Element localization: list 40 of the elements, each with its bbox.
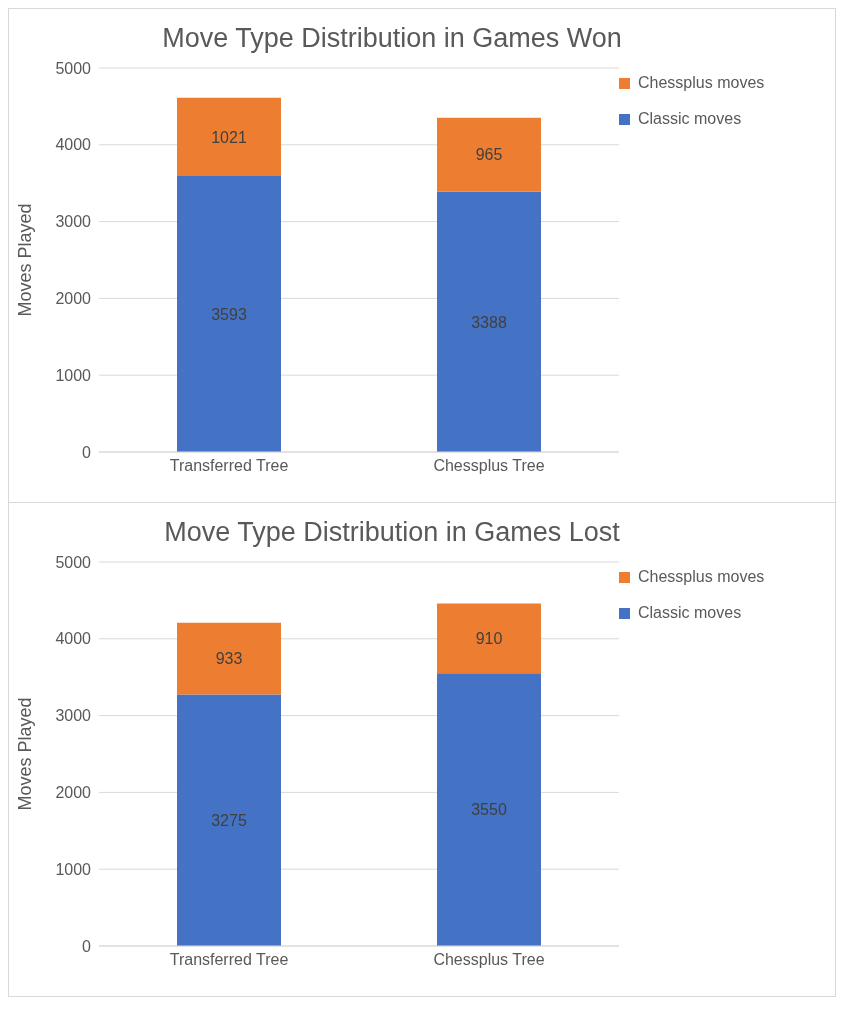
bar	[177, 694, 281, 946]
y-axis-title: Moves Played	[15, 697, 36, 811]
y-tick-label: 0	[82, 937, 92, 955]
y-tick-label: 2000	[55, 784, 92, 802]
data-label: 1021	[211, 128, 247, 146]
x-tick-label: Transferred Tree	[169, 457, 289, 475]
bar	[177, 622, 281, 695]
bar	[437, 673, 541, 946]
data-label: 965	[475, 146, 503, 164]
bar	[177, 176, 281, 452]
y-tick-label: 1000	[55, 860, 92, 878]
y-axis-title: Moves Played	[15, 203, 36, 317]
y-tick-label: 4000	[55, 630, 92, 648]
legend-label: Classic moves	[638, 604, 742, 622]
y-tick-label: 2000	[55, 290, 92, 308]
x-tick-label: Transferred Tree	[169, 951, 289, 969]
bar	[437, 603, 541, 674]
data-label: 3593	[211, 305, 247, 323]
bar	[437, 191, 541, 452]
y-tick-label: 0	[82, 443, 92, 461]
data-label: 3550	[471, 801, 507, 819]
data-label: 3275	[211, 811, 247, 829]
y-tick-label: 3000	[55, 707, 92, 725]
x-tick-label: Chessplus Tree	[433, 457, 545, 475]
x-tick-label: Chessplus Tree	[433, 951, 545, 969]
bar	[437, 117, 541, 192]
y-tick-label: 5000	[55, 553, 92, 571]
bar	[177, 97, 281, 177]
y-tick-label: 1000	[55, 366, 92, 384]
chart-title: Move Type Distribution in Games Lost	[163, 517, 621, 548]
data-label: 910	[475, 630, 503, 648]
legend-label: Chessplus moves	[638, 568, 765, 586]
y-tick-label: 5000	[55, 59, 92, 77]
data-label: 933	[215, 650, 243, 668]
y-tick-label: 4000	[55, 136, 92, 154]
chart-title: Move Type Distribution in Games Won	[161, 23, 623, 54]
y-tick-label: 3000	[55, 213, 92, 231]
legend-label: Chessplus moves	[638, 74, 765, 92]
legend-label: Classic moves	[638, 110, 742, 128]
data-label: 3388	[471, 313, 507, 331]
